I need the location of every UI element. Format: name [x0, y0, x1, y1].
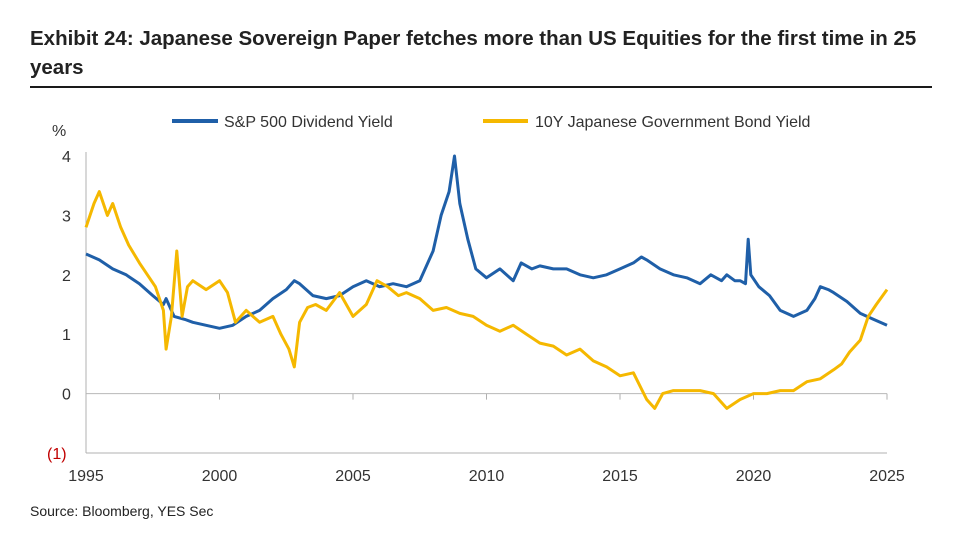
x-tick-label: 1995	[68, 468, 104, 485]
series-line-jgb-10y-yield	[84, 190, 889, 410]
y-tick-label: 2	[62, 268, 71, 285]
chart-axes: % 4 3 2 1 0 (1)1995 2000 2005 2010 2015 2020 2025	[47, 123, 905, 485]
x-tick-label: 2025	[869, 468, 905, 485]
y-tick-label: 1	[62, 327, 71, 344]
chart-series	[84, 154, 889, 410]
legend-label: 10Y Japanese Government Bond Yield	[535, 114, 810, 131]
x-tick-label: 2010	[469, 468, 505, 485]
series-line-sp500-dividend-yield	[85, 154, 888, 330]
x-tick-label: 2015	[602, 468, 638, 485]
x-tick-label: 2005	[335, 468, 371, 485]
y-tick-label: 4	[62, 149, 71, 166]
x-tick-label: 2020	[736, 468, 772, 485]
chart-legend: S&P 500 Dividend Yield 10Y Japanese Gover…	[172, 114, 810, 131]
chart-title: Exhibit 24: Japanese Sovereign Paper fet…	[30, 27, 917, 79]
x-tick-label: 2000	[202, 468, 238, 485]
y-tick-label: 3	[62, 208, 71, 225]
y-axis-unit-label: %	[52, 123, 66, 140]
legend-label: S&P 500 Dividend Yield	[224, 114, 393, 131]
source-note: Source: Bloomberg, YES Sec	[30, 503, 214, 519]
title-divider	[30, 86, 932, 88]
y-tick-label: 0	[62, 387, 71, 404]
y-tick-label: (1)	[47, 446, 67, 463]
